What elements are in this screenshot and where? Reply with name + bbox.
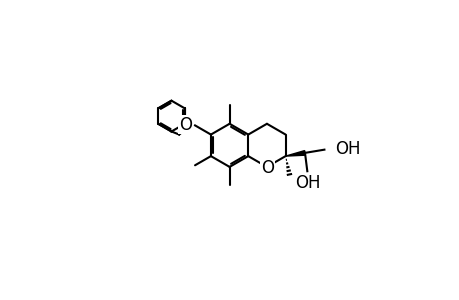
Text: OH: OH bbox=[335, 140, 360, 158]
Text: O: O bbox=[179, 116, 191, 134]
Text: OH: OH bbox=[295, 174, 320, 192]
Polygon shape bbox=[285, 151, 305, 156]
Text: O: O bbox=[261, 159, 274, 177]
